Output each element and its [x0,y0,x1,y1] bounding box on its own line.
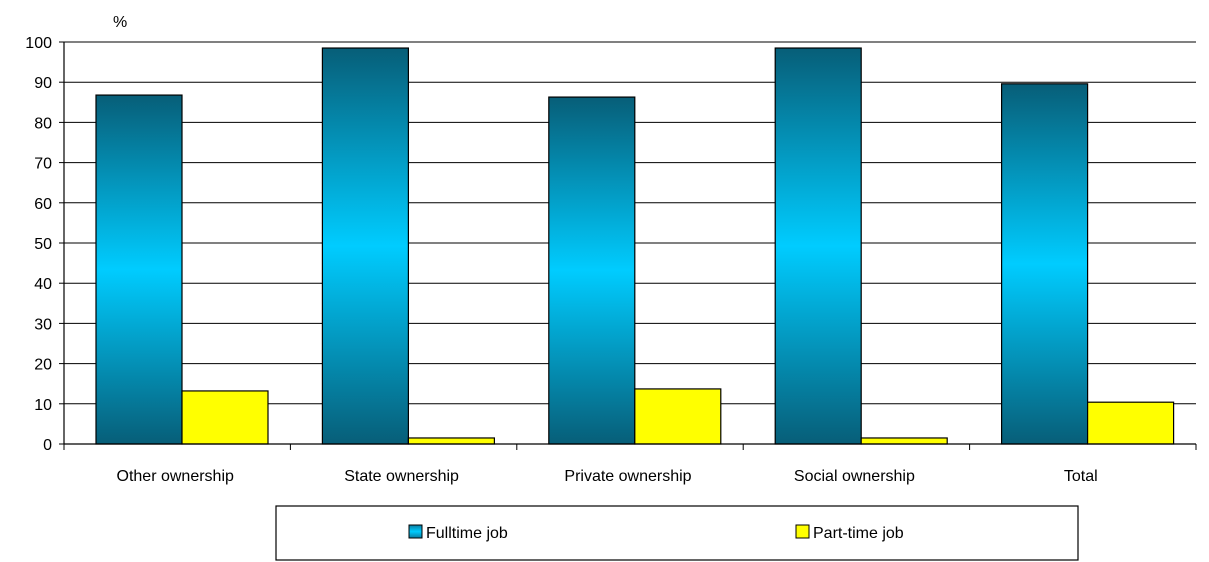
y-tick-label: 40 [34,276,52,293]
x-tick-label: Total [1064,468,1098,485]
legend-label-fulltime: Fulltime job [426,525,508,542]
axes [63,42,1197,450]
bar-parttime [181,390,269,445]
bar-parttime [860,437,948,445]
bar-fulltime [774,47,862,445]
y-tick-label: 0 [43,437,52,454]
bar-parttime [407,437,495,445]
x-tick-label: Other ownership [117,468,234,485]
x-axis-labels: Other ownership State ownership Private ow… [117,468,1098,485]
legend-label-parttime: Part-time job [813,525,904,542]
y-tick-label: 20 [34,357,52,374]
bar-parttime [1086,401,1175,445]
legend: Fulltime job Part-time job [275,505,1079,561]
bar-parttime [634,388,722,445]
y-axis-label: % [113,14,127,31]
legend-swatch-fulltime [408,524,423,539]
x-tick-label: Social ownership [794,468,915,485]
y-tick-label: 80 [34,115,52,132]
y-tick-label: 30 [34,316,52,333]
bars [95,47,1175,445]
x-tick-label: State ownership [344,468,459,485]
y-tick-label: 50 [34,236,52,253]
y-tick-label: 70 [34,156,52,173]
y-tick-label: 90 [34,75,52,92]
bar-fulltime [548,96,636,445]
y-tick-label: 10 [34,397,52,414]
y-tick-label: 60 [34,196,52,213]
bar-fulltime [321,47,409,445]
bar-fulltime [95,94,183,445]
x-tick-label: Private ownership [564,468,691,485]
bar-fulltime [1000,83,1089,445]
legend-swatch-parttime [795,524,810,539]
y-tick-label: 100 [25,35,52,52]
legend-box [275,505,1079,561]
y-axis-ticks: 0 10 20 30 40 50 60 70 80 90 100 [25,35,64,454]
